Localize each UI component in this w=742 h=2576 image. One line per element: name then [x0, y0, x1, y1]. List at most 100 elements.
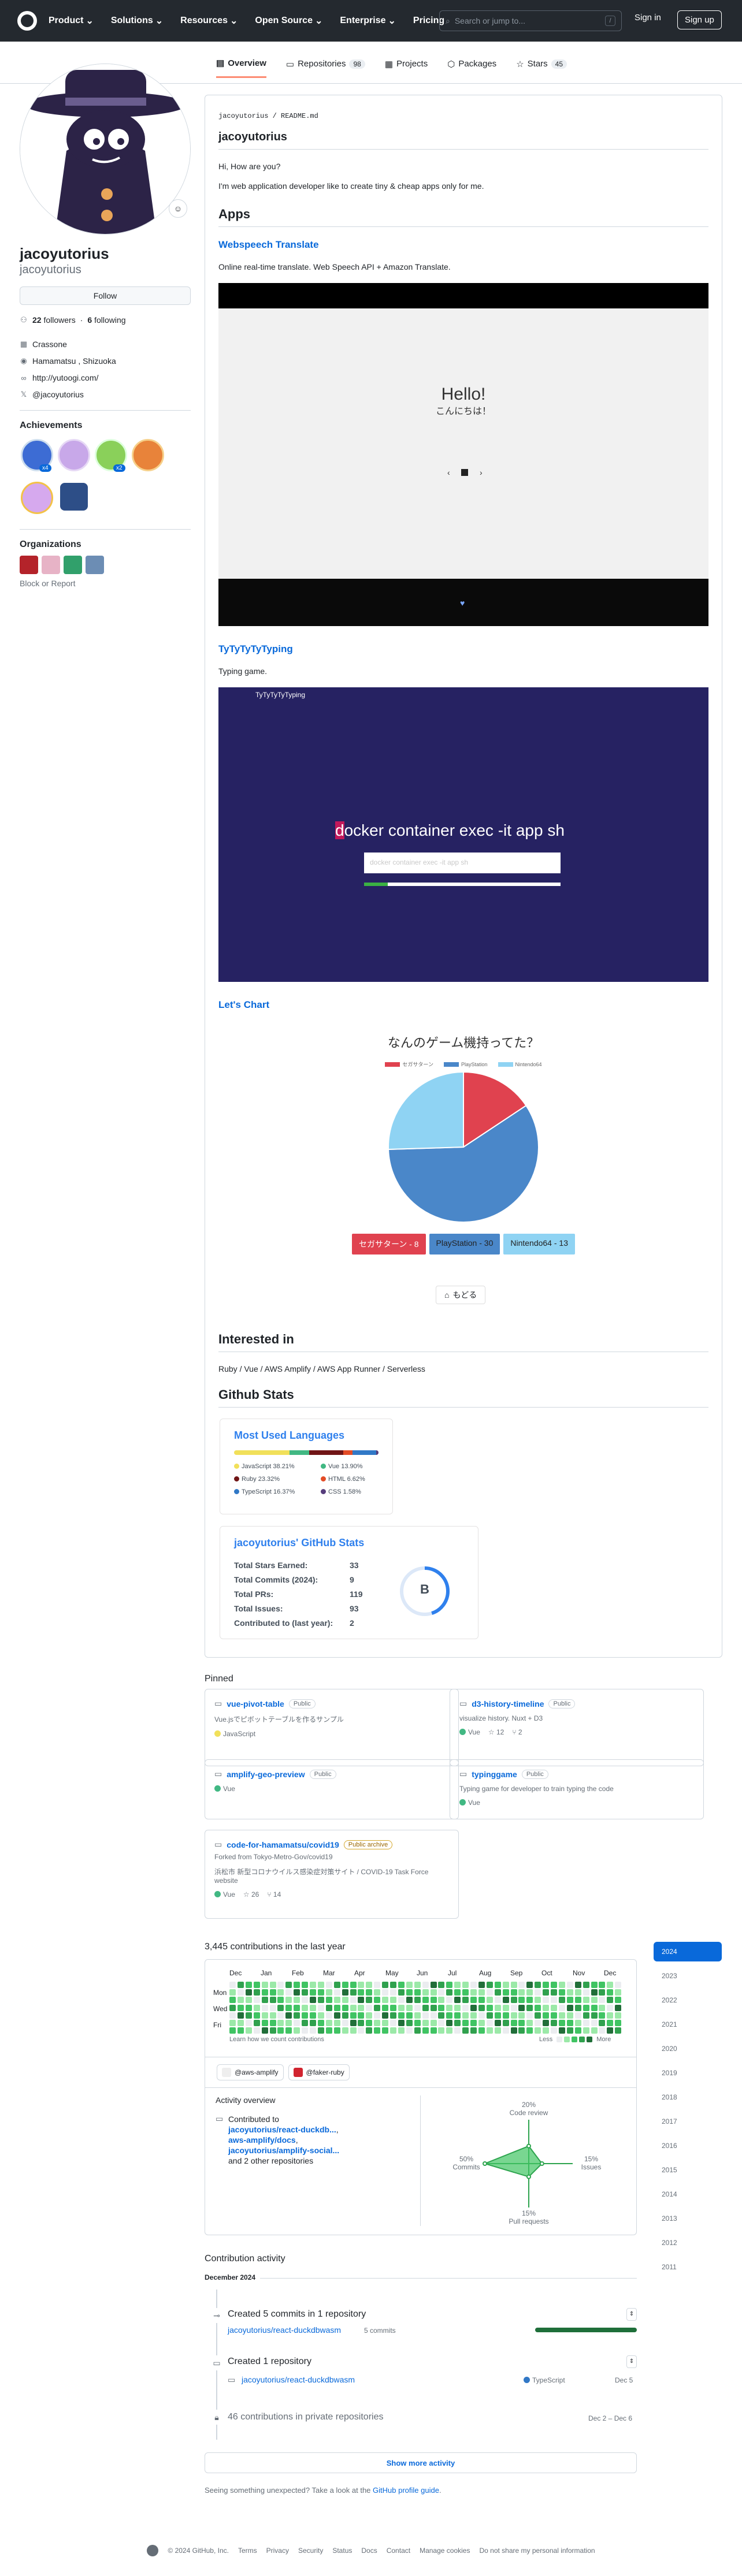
calendar-day-cell[interactable] — [285, 2004, 292, 2011]
legend-item[interactable]: セガサターン — [385, 1060, 433, 1068]
calendar-day-cell[interactable] — [583, 2012, 589, 2019]
calendar-day-cell[interactable] — [277, 2020, 284, 2026]
typing-input-field[interactable]: docker container exec -it app sh — [364, 853, 561, 873]
calendar-day-cell[interactable] — [566, 1982, 573, 1988]
calendar-day-cell[interactable] — [237, 1997, 244, 2004]
calendar-day-cell[interactable] — [438, 2012, 445, 2019]
calendar-day-cell[interactable] — [294, 1989, 300, 1996]
calendar-day-cell[interactable] — [390, 1989, 396, 1996]
achievement-arctic-icon[interactable] — [21, 482, 53, 514]
calendar-day-cell[interactable] — [414, 2004, 421, 2011]
org-avatar[interactable] — [20, 556, 38, 574]
calendar-day-cell[interactable] — [358, 2004, 365, 2011]
app-typing-link[interactable]: TyTyTyTyTyping — [218, 643, 293, 654]
calendar-day-cell[interactable] — [350, 2012, 357, 2019]
calendar-day-cell[interactable] — [245, 2012, 252, 2019]
github-mark-icon[interactable] — [147, 2545, 159, 2556]
calendar-day-cell[interactable] — [277, 2012, 284, 2019]
calendar-day-cell[interactable] — [543, 2020, 550, 2026]
calendar-day-cell[interactable] — [325, 2004, 332, 2011]
pinned-repo-link[interactable]: amplify-geo-preview — [227, 1769, 305, 1779]
prev-arrow-icon[interactable]: ‹ — [447, 468, 450, 477]
calendar-day-cell[interactable] — [302, 2027, 309, 2034]
calendar-day-cell[interactable] — [607, 1989, 614, 1996]
calendar-day-cell[interactable] — [422, 2027, 429, 2034]
org-chip-faker-ruby[interactable]: @faker-ruby — [288, 2064, 350, 2080]
calendar-day-cell[interactable] — [350, 2020, 357, 2026]
year-filter[interactable]: 2018 — [662, 2093, 677, 2101]
calendar-day-cell[interactable] — [261, 2012, 268, 2019]
calendar-day-cell[interactable] — [333, 1982, 340, 1988]
calendar-day-cell[interactable] — [599, 2027, 606, 2034]
calendar-day-cell[interactable] — [269, 2012, 276, 2019]
calendar-day-cell[interactable] — [342, 2020, 348, 2026]
calendar-day-cell[interactable] — [430, 2027, 437, 2034]
website-link[interactable]: http://yutoogi.com/ — [32, 373, 99, 382]
calendar-day-cell[interactable] — [261, 1997, 268, 2004]
calendar-day-cell[interactable] — [535, 1989, 541, 1996]
calendar-day-cell[interactable] — [358, 2027, 365, 2034]
calendar-day-cell[interactable] — [478, 1989, 485, 1996]
achievement-quickdraw-icon[interactable] — [58, 439, 90, 471]
calendar-day-cell[interactable] — [558, 1997, 565, 2004]
footer-link[interactable]: Privacy — [266, 2547, 289, 2555]
sign-up-button[interactable]: Sign up — [677, 10, 722, 29]
pinned-repo-link[interactable]: typinggame — [472, 1769, 517, 1779]
pinned-repo-card[interactable]: ▭ amplify-geo-preview Public Vue — [205, 1759, 459, 1819]
calendar-day-cell[interactable] — [518, 2012, 525, 2019]
calendar-day-cell[interactable] — [422, 2012, 429, 2019]
calendar-day-cell[interactable] — [253, 2020, 260, 2026]
chart-value-button[interactable]: セガサターン - 8 — [351, 1234, 426, 1255]
calendar-day-cell[interactable] — [502, 1997, 509, 2004]
calendar-day-cell[interactable] — [502, 1989, 509, 1996]
nav-open-source[interactable]: Open Source ⌄ — [255, 15, 322, 27]
calendar-day-cell[interactable] — [510, 2012, 517, 2019]
legend-item[interactable]: PlayStation — [443, 1060, 488, 1068]
calendar-day-cell[interactable] — [430, 1989, 437, 1996]
followers-link[interactable]: 22 followers — [32, 315, 76, 325]
calendar-day-cell[interactable] — [374, 1997, 381, 2004]
calendar-day-cell[interactable] — [398, 1989, 405, 1996]
calendar-day-cell[interactable] — [229, 2012, 236, 2019]
calendar-day-cell[interactable] — [333, 2012, 340, 2019]
footer-link[interactable]: Terms — [238, 2547, 257, 2555]
calendar-day-cell[interactable] — [430, 2020, 437, 2026]
calendar-day-cell[interactable] — [317, 2020, 324, 2026]
set-status-button[interactable]: ☺ — [169, 199, 187, 218]
calendar-day-cell[interactable] — [269, 1982, 276, 1988]
calendar-day-cell[interactable] — [422, 2020, 429, 2026]
calendar-day-cell[interactable] — [543, 1982, 550, 1988]
calendar-day-cell[interactable] — [446, 1982, 453, 1988]
calendar-day-cell[interactable] — [342, 2027, 348, 2034]
calendar-day-cell[interactable] — [486, 2012, 493, 2019]
calendar-day-cell[interactable] — [462, 1982, 469, 1988]
follow-button[interactable]: Follow — [20, 286, 191, 305]
calendar-day-cell[interactable] — [302, 2004, 309, 2011]
calendar-day-cell[interactable] — [261, 2027, 268, 2034]
calendar-day-cell[interactable] — [350, 1982, 357, 1988]
calendar-day-cell[interactable] — [294, 1997, 300, 2004]
webspeech-screenshot[interactable]: Hello! こんにちは！ ‹ › ♥ — [218, 283, 708, 626]
calendar-day-cell[interactable] — [237, 2004, 244, 2011]
collapse-toggle-icon[interactable]: ⇕ — [626, 2355, 637, 2368]
calendar-day-cell[interactable] — [558, 2027, 565, 2034]
calendar-day-cell[interactable] — [285, 1989, 292, 1996]
calendar-day-cell[interactable] — [342, 1989, 348, 1996]
calendar-day-cell[interactable] — [358, 2012, 365, 2019]
calendar-day-cell[interactable] — [422, 1989, 429, 1996]
calendar-day-cell[interactable] — [599, 1997, 606, 2004]
calendar-day-cell[interactable] — [591, 2020, 598, 2026]
sign-in-link[interactable]: Sign in — [635, 13, 661, 23]
calendar-day-cell[interactable] — [229, 2020, 236, 2026]
calendar-day-cell[interactable] — [615, 2027, 622, 2034]
pinned-repo-stars[interactable]: ☆ 26 — [243, 1890, 259, 1899]
calendar-day-cell[interactable] — [502, 2020, 509, 2026]
typing-screenshot[interactable]: TyTyTyTyTyping docker container exec -it… — [218, 687, 708, 982]
calendar-day-cell[interactable] — [470, 1997, 477, 2004]
pie-slice[interactable] — [388, 1104, 539, 1223]
calendar-day-cell[interactable] — [374, 2027, 381, 2034]
pinned-repo-card[interactable]: ▭ typinggame Public Typing game for develop… — [450, 1759, 704, 1819]
calendar-day-cell[interactable] — [294, 2020, 300, 2026]
calendar-day-cell[interactable] — [398, 2020, 405, 2026]
calendar-day-cell[interactable] — [317, 2012, 324, 2019]
